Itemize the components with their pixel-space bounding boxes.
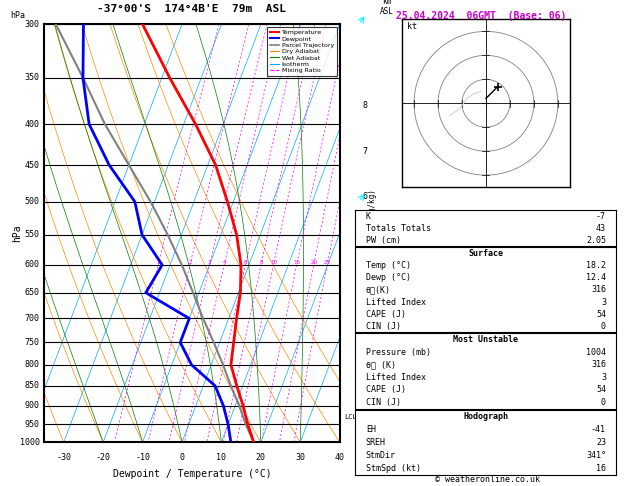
Text: StmSpd (kt): StmSpd (kt) — [366, 464, 421, 473]
Text: 5: 5 — [362, 235, 367, 243]
Text: Temp (°C): Temp (°C) — [366, 261, 411, 270]
Text: hPa: hPa — [13, 225, 23, 242]
Text: 23: 23 — [596, 438, 606, 447]
Text: 20: 20 — [310, 260, 317, 265]
Text: 8: 8 — [362, 101, 367, 110]
Text: 700: 700 — [25, 314, 40, 323]
Text: -7: -7 — [596, 211, 606, 221]
Text: 2.05: 2.05 — [586, 236, 606, 245]
Text: 3: 3 — [362, 319, 367, 328]
Text: Pressure (mb): Pressure (mb) — [366, 347, 431, 357]
Text: Hodograph: Hodograph — [464, 412, 508, 421]
Text: -10: -10 — [135, 453, 150, 462]
Text: 18.2: 18.2 — [586, 261, 606, 270]
Text: 0: 0 — [601, 322, 606, 331]
Text: Most Unstable: Most Unstable — [454, 335, 518, 344]
Text: 300: 300 — [25, 20, 40, 29]
Text: 4: 4 — [223, 260, 226, 265]
Text: km
ASL: km ASL — [380, 0, 394, 16]
Text: Totals Totals: Totals Totals — [366, 224, 431, 233]
Text: CIN (J): CIN (J) — [366, 322, 401, 331]
Text: © weatheronline.co.uk: © weatheronline.co.uk — [435, 474, 540, 484]
Text: EH: EH — [366, 425, 376, 434]
Text: Dewp (°C): Dewp (°C) — [366, 273, 411, 282]
Text: StmDir: StmDir — [366, 451, 396, 460]
Text: 550: 550 — [25, 230, 40, 239]
Text: SREH: SREH — [366, 438, 386, 447]
Text: 316: 316 — [591, 360, 606, 369]
Text: hPa: hPa — [10, 11, 25, 20]
Text: 1: 1 — [156, 260, 160, 265]
Text: 7: 7 — [362, 147, 367, 156]
Text: Lifted Index: Lifted Index — [366, 373, 426, 382]
Text: 750: 750 — [25, 338, 40, 347]
Text: 2: 2 — [188, 260, 192, 265]
Legend: Temperature, Dewpoint, Parcel Trajectory, Dry Adiabat, Wet Adiabat, Isotherm, Mi: Temperature, Dewpoint, Parcel Trajectory… — [267, 27, 337, 76]
Text: 800: 800 — [25, 360, 40, 369]
Text: 900: 900 — [25, 401, 40, 410]
Text: CAPE (J): CAPE (J) — [366, 385, 406, 395]
Text: 10: 10 — [216, 453, 226, 462]
Text: 0: 0 — [179, 453, 184, 462]
Text: 6: 6 — [243, 260, 247, 265]
Text: 341°: 341° — [586, 451, 606, 460]
Text: -37°00'S  174°4B'E  79m  ASL: -37°00'S 174°4B'E 79m ASL — [97, 4, 286, 14]
Text: 400: 400 — [25, 120, 40, 129]
Text: kt: kt — [407, 22, 417, 31]
Text: 1004: 1004 — [586, 347, 606, 357]
Text: 3: 3 — [601, 297, 606, 307]
Text: 4: 4 — [362, 277, 367, 286]
Text: 600: 600 — [25, 260, 40, 269]
Text: θᴄ(K): θᴄ(K) — [366, 285, 391, 295]
Text: 25: 25 — [324, 260, 331, 265]
Text: -30: -30 — [56, 453, 71, 462]
Text: 40: 40 — [335, 453, 345, 462]
Text: 10: 10 — [270, 260, 277, 265]
Text: 450: 450 — [25, 160, 40, 170]
Text: 316: 316 — [591, 285, 606, 295]
Text: CAPE (J): CAPE (J) — [366, 310, 406, 319]
Text: 54: 54 — [596, 310, 606, 319]
Text: CIN (J): CIN (J) — [366, 398, 401, 407]
Text: 12.4: 12.4 — [586, 273, 606, 282]
Text: 15: 15 — [293, 260, 300, 265]
Text: 1: 1 — [362, 401, 367, 410]
Text: 6: 6 — [362, 191, 367, 201]
Text: 650: 650 — [25, 288, 40, 297]
Text: 20: 20 — [256, 453, 266, 462]
Text: 2: 2 — [362, 361, 367, 370]
Text: 43: 43 — [596, 224, 606, 233]
Text: 54: 54 — [596, 385, 606, 395]
Text: Lifted Index: Lifted Index — [366, 297, 426, 307]
Text: 1000: 1000 — [20, 438, 40, 447]
Text: -41: -41 — [591, 425, 606, 434]
Text: -20: -20 — [96, 453, 111, 462]
Text: 3: 3 — [208, 260, 211, 265]
Text: 16: 16 — [596, 464, 606, 473]
Text: 25.04.2024  06GMT  (Base: 06): 25.04.2024 06GMT (Base: 06) — [396, 11, 566, 21]
Text: 0: 0 — [601, 398, 606, 407]
Text: Dewpoint / Temperature (°C): Dewpoint / Temperature (°C) — [113, 469, 271, 479]
Text: 850: 850 — [25, 382, 40, 390]
Text: Surface: Surface — [469, 249, 503, 258]
Text: LCL: LCL — [344, 414, 357, 420]
Text: PW (cm): PW (cm) — [366, 236, 401, 245]
Text: K: K — [366, 211, 371, 221]
Text: 950: 950 — [25, 420, 40, 429]
Text: Mixing Ratio (g/kg): Mixing Ratio (g/kg) — [368, 190, 377, 277]
Text: 500: 500 — [25, 197, 40, 206]
Text: 30: 30 — [295, 453, 305, 462]
Text: θᴄ (K): θᴄ (K) — [366, 360, 396, 369]
Text: 3: 3 — [601, 373, 606, 382]
Text: 350: 350 — [25, 73, 40, 82]
Text: 8: 8 — [259, 260, 263, 265]
